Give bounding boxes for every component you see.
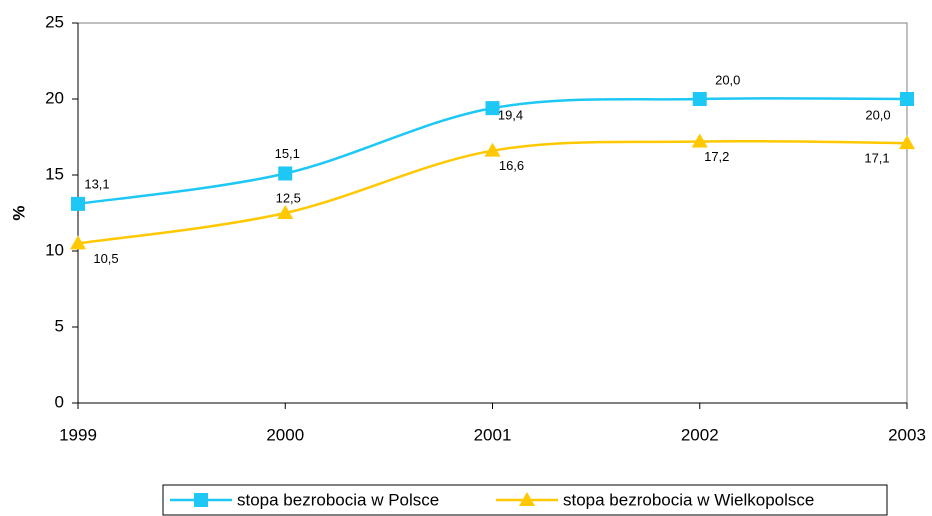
marker: [71, 196, 85, 211]
x-tick-label: 1999: [59, 425, 97, 444]
marker: [70, 235, 86, 250]
data-label: 15,1: [275, 146, 300, 161]
legend-marker: [519, 492, 535, 506]
marker: [899, 135, 915, 150]
data-label: 13,1: [84, 176, 109, 191]
legend-marker: [194, 493, 208, 507]
x-tick-label: 2002: [681, 425, 719, 444]
legend-label: stopa bezrobocia w Polsce: [237, 490, 439, 509]
legend-label: stopa bezrobocia w Wielkopolsce: [563, 490, 814, 509]
y-axis-label: %: [9, 205, 28, 220]
x-tick-label: 2003: [888, 425, 926, 444]
y-tick-label: 10: [45, 240, 64, 259]
y-tick-label: 5: [55, 316, 64, 335]
data-label: 16,6: [499, 158, 524, 173]
y-tick-label: 15: [45, 164, 64, 183]
marker: [900, 92, 914, 106]
data-label: 17,1: [864, 151, 889, 166]
marker: [484, 142, 501, 157]
y-tick-label: 25: [45, 12, 64, 31]
data-label: 10,5: [93, 251, 118, 266]
marker: [692, 92, 707, 106]
data-label: 19,4: [498, 108, 523, 123]
y-tick-label: 0: [55, 392, 64, 411]
marker: [277, 205, 294, 219]
data-label: 12,5: [276, 190, 301, 205]
x-tick-label: 2000: [266, 425, 304, 444]
data-label: 20,0: [865, 107, 890, 122]
marker: [691, 133, 708, 148]
x-tick-label: 2001: [474, 425, 512, 444]
data-label: 17,2: [704, 149, 729, 164]
marker: [278, 166, 293, 181]
y-tick-label: 20: [45, 88, 64, 107]
plot-area: [77, 22, 908, 404]
marker: [485, 101, 500, 116]
data-label: 20,0: [715, 72, 740, 87]
